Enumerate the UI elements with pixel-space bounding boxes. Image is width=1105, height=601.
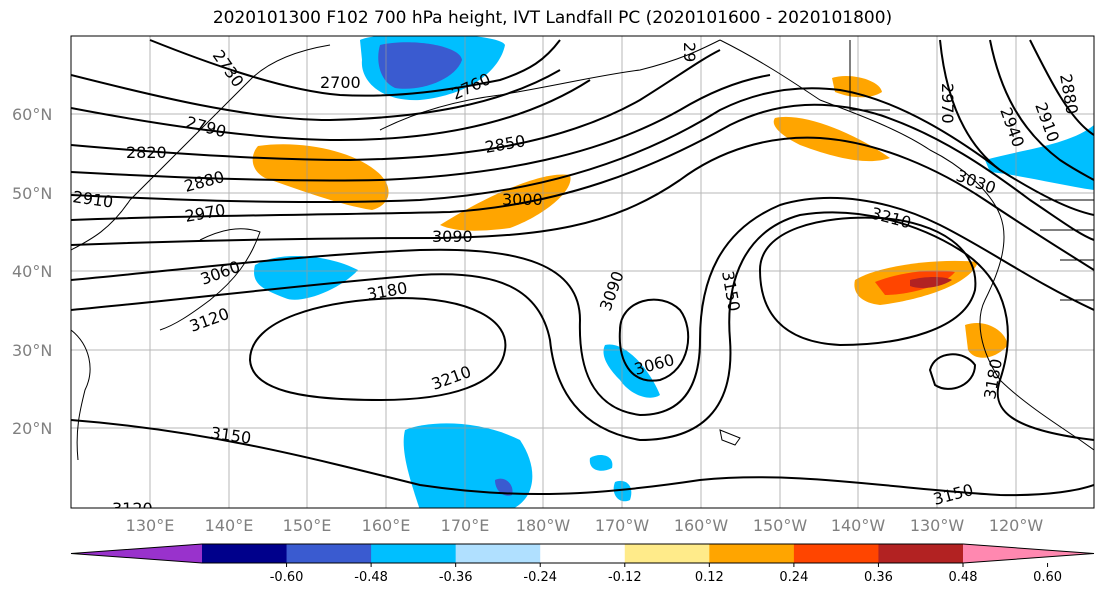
- clabel-2820: 2820: [126, 143, 167, 162]
- contour-2700: [149, 39, 561, 97]
- shade-orange-central: [440, 174, 571, 231]
- lon-labels: 130°E 140°E 150°E 160°E 170°E 180°W 170°…: [126, 516, 1044, 535]
- contour-2760: [71, 69, 561, 122]
- clabel-3000: 3000: [502, 190, 543, 209]
- contour-3210-west: [248, 296, 507, 402]
- coast-japan: [159, 228, 261, 331]
- lon-label-170e: 170°E: [441, 516, 490, 535]
- colorbar-tick-label: 0.24: [779, 570, 808, 585]
- colorbar-tick-label: 0.12: [695, 570, 724, 585]
- colorbar-bin: [624, 544, 710, 563]
- shade-darkblue-south: [495, 478, 513, 496]
- lon-label-170w: 170°W: [595, 516, 650, 535]
- coast-north-america: [719, 39, 1094, 451]
- colorbar-tick-label: -0.48: [354, 570, 388, 585]
- contour-3150: [71, 211, 1094, 442]
- contour-3180-small: [928, 353, 977, 390]
- colorbar-tick-label: 0.60: [1033, 570, 1062, 585]
- colorbar-bin: [793, 544, 879, 563]
- coast-aleutians: [379, 39, 721, 131]
- colorbar-bin: [878, 544, 964, 563]
- lon-label-150e: 150°E: [283, 516, 332, 535]
- alaska-border: [849, 40, 890, 111]
- lat-label-20: 20°N: [12, 419, 52, 438]
- contour-3090: [71, 196, 1094, 417]
- contour-3150-south: [71, 419, 1094, 497]
- contour-2970: [71, 103, 1094, 241]
- clabel-3120-south: 3120: [112, 499, 153, 518]
- height-contours: [71, 39, 1094, 497]
- lat-label-40: 40°N: [12, 262, 52, 281]
- colorbar-tick-label: -0.36: [439, 570, 473, 585]
- colorbar-tick-label: -0.12: [608, 570, 642, 585]
- lon-label-130e: 130°E: [126, 516, 175, 535]
- lon-label-140w: 140°W: [831, 516, 886, 535]
- lat-label-50: 50°N: [12, 184, 52, 203]
- lon-label-130w: 130°W: [910, 516, 965, 535]
- contour-3210-east: [758, 216, 977, 347]
- coast-china: [71, 329, 91, 461]
- contour-2820: [71, 49, 721, 162]
- contour-3060-low: [618, 298, 690, 382]
- colorbar-tick-label: -0.24: [523, 570, 557, 585]
- contour-ne-1: [1029, 39, 1094, 136]
- contour-3030: [71, 136, 1094, 271]
- lon-label-140e: 140°E: [205, 516, 254, 535]
- lon-label-180w: 180°W: [516, 516, 571, 535]
- colorbar-extend-min: [71, 544, 202, 563]
- clabel-3090: 3090: [432, 227, 473, 246]
- colorbar-bin: [455, 544, 541, 563]
- shade-blue-cutoff: [603, 344, 660, 398]
- contour-2790: [71, 79, 591, 142]
- shade-darkblue-north: [378, 42, 462, 89]
- colorbar-bin: [709, 544, 795, 563]
- clabel-2700: 2700: [320, 73, 361, 92]
- colorbar-outline: [70, 543, 1095, 564]
- colorbar-tick-label: 0.48: [949, 570, 978, 585]
- hawaii: [719, 429, 741, 446]
- ivt-shading: [252, 36, 1094, 508]
- graticule: [71, 36, 1094, 508]
- colorbar-extend-max: [963, 544, 1094, 563]
- lon-label-120w: 120°W: [989, 516, 1044, 535]
- colorbar-bin: [540, 544, 626, 563]
- shade-darkred-landfall: [910, 277, 952, 288]
- contour-2880: [71, 74, 771, 182]
- contour-ne-2: [989, 39, 1094, 181]
- colorbar: -0.60 -0.48 -0.36 -0.24 -0.12 0.12 0.24 0.36 0.4…: [70, 543, 1095, 585]
- clabel-2970-ne: 2970: [938, 83, 957, 124]
- colorbar-bin: [371, 544, 457, 563]
- map-frame: [70, 35, 1095, 509]
- shade-orange-alaska: [832, 75, 882, 98]
- lat-label-30: 30°N: [12, 341, 52, 360]
- colorbar-bin: [286, 544, 372, 563]
- lon-label-160e: 160°E: [362, 516, 411, 535]
- shade-blue-canada: [985, 125, 1094, 190]
- colorbar-tick-label: -0.60: [270, 570, 304, 585]
- state-borders: [1040, 199, 1094, 301]
- lon-label-150w: 150°W: [753, 516, 808, 535]
- contour-ne-3: [939, 39, 1001, 171]
- colorbar-tick-label: 0.36: [864, 570, 893, 585]
- map-title: 2020101300 F102 700 hPa height, IVT Land…: [212, 8, 893, 28]
- lat-label-60: 60°N: [12, 105, 52, 124]
- lat-labels: 60°N 50°N 40°N 30°N 20°N: [12, 105, 52, 438]
- shade-blue-small-1: [589, 455, 613, 471]
- clabel-29-top: 29: [680, 42, 699, 62]
- colorbar-bin: [202, 544, 288, 563]
- lon-label-160w: 160°W: [674, 516, 729, 535]
- shade-orange-california: [965, 322, 1008, 358]
